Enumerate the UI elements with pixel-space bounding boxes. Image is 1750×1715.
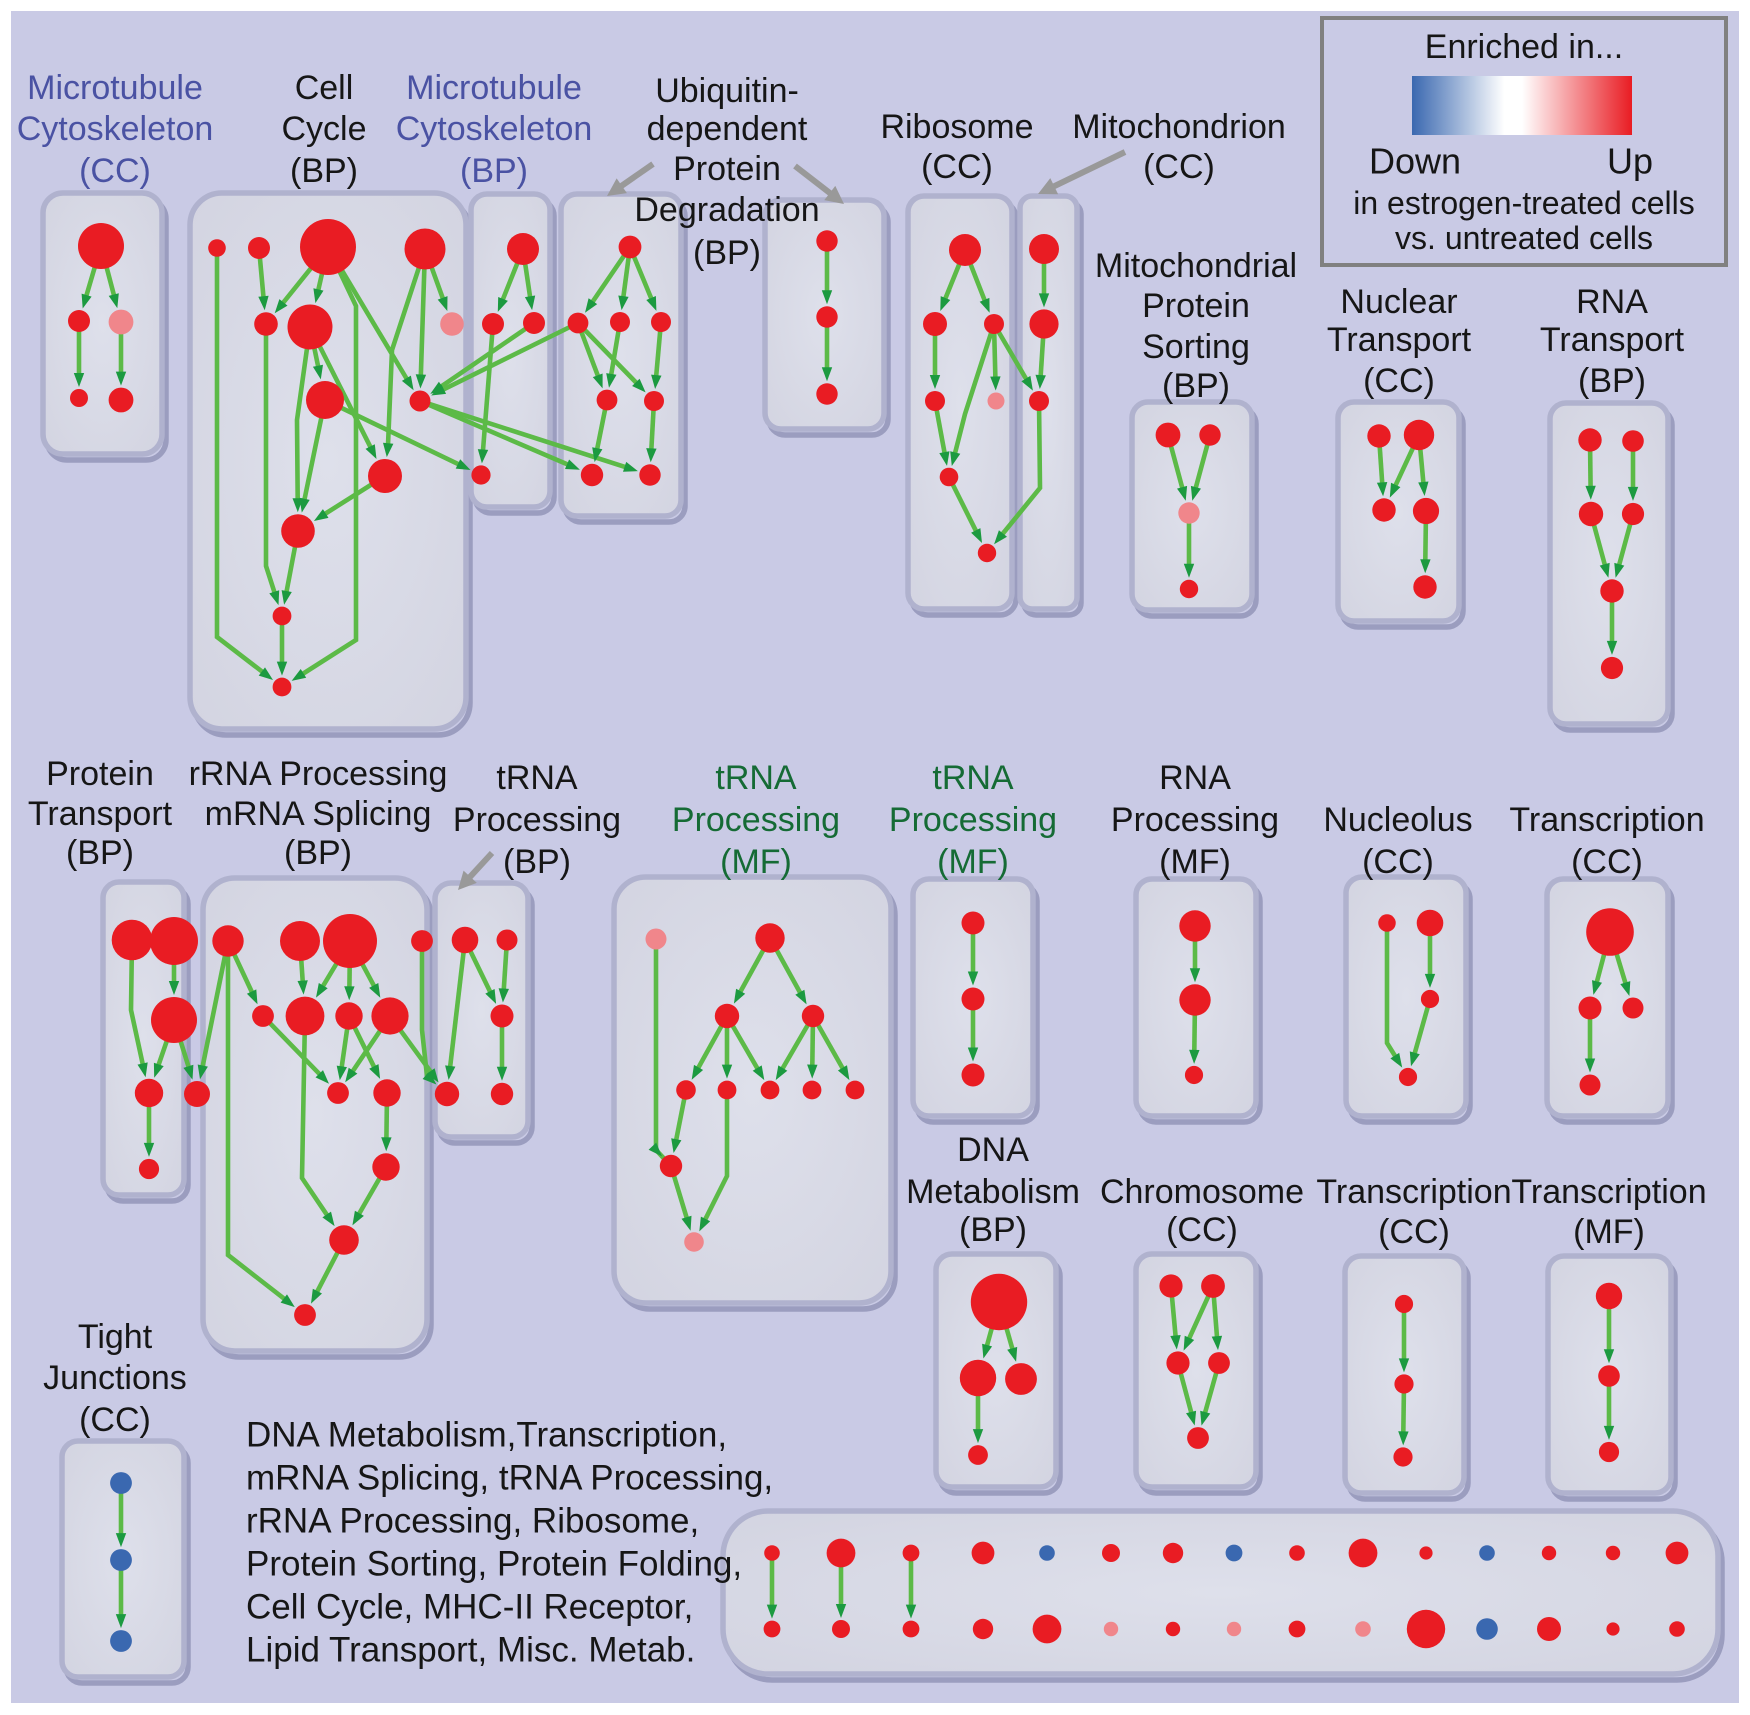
svg-text:rRNA Processing, Ribosome,: rRNA Processing, Ribosome, xyxy=(246,1501,699,1540)
svg-text:Protein: Protein xyxy=(46,755,154,793)
svg-text:mRNA Splicing: mRNA Splicing xyxy=(205,795,432,833)
svg-text:RNA: RNA xyxy=(1159,759,1231,797)
svg-text:Transcription: Transcription xyxy=(1511,1173,1706,1211)
svg-text:(CC): (CC) xyxy=(1571,843,1643,881)
svg-text:Sorting: Sorting xyxy=(1142,328,1250,366)
svg-text:(MF): (MF) xyxy=(937,843,1009,881)
svg-text:(CC): (CC) xyxy=(1363,362,1435,400)
svg-text:tRNA: tRNA xyxy=(496,759,578,797)
svg-text:(CC): (CC) xyxy=(79,1401,151,1439)
svg-text:Transport: Transport xyxy=(1327,321,1472,359)
svg-text:Protein: Protein xyxy=(1142,287,1250,325)
svg-text:Nuclear: Nuclear xyxy=(1340,283,1457,321)
svg-text:Transport: Transport xyxy=(28,795,173,833)
svg-text:(CC): (CC) xyxy=(921,148,993,186)
svg-text:(BP): (BP) xyxy=(284,834,352,872)
svg-text:(CC): (CC) xyxy=(1378,1213,1450,1251)
svg-text:(CC): (CC) xyxy=(1143,148,1215,186)
svg-text:(CC): (CC) xyxy=(79,152,151,190)
svg-text:Cell Cycle, MHC-II Receptor,: Cell Cycle, MHC-II Receptor, xyxy=(246,1587,693,1626)
svg-text:Cytoskeleton: Cytoskeleton xyxy=(17,110,214,148)
svg-text:(BP): (BP) xyxy=(959,1211,1027,1249)
svg-text:tRNA: tRNA xyxy=(932,759,1014,797)
svg-text:(CC): (CC) xyxy=(1166,1211,1238,1249)
svg-text:DNA Metabolism,Transcription,: DNA Metabolism,Transcription, xyxy=(246,1415,727,1454)
svg-text:Chromosome: Chromosome xyxy=(1100,1173,1304,1211)
svg-text:Protein: Protein xyxy=(673,150,781,188)
svg-text:Mitochondrial: Mitochondrial xyxy=(1095,247,1297,285)
svg-text:Microtubule: Microtubule xyxy=(406,69,582,107)
svg-text:(CC): (CC) xyxy=(1362,843,1434,881)
svg-text:Cell: Cell xyxy=(295,69,354,107)
svg-text:Cycle: Cycle xyxy=(281,110,366,148)
svg-text:mRNA Splicing, tRNA Processing: mRNA Splicing, tRNA Processing, xyxy=(246,1458,773,1497)
svg-text:DNA: DNA xyxy=(957,1131,1029,1169)
svg-text:Down: Down xyxy=(1369,141,1461,182)
svg-text:(BP): (BP) xyxy=(460,152,528,190)
svg-text:(MF): (MF) xyxy=(720,843,792,881)
svg-text:vs. untreated cells: vs. untreated cells xyxy=(1395,220,1653,256)
svg-text:Protein Sorting, Protein Foldi: Protein Sorting, Protein Folding, xyxy=(246,1544,742,1583)
svg-text:(BP): (BP) xyxy=(66,834,134,872)
svg-text:Transcription: Transcription xyxy=(1316,1173,1511,1211)
svg-text:Transcription: Transcription xyxy=(1509,801,1704,839)
svg-text:Up: Up xyxy=(1607,141,1653,182)
svg-text:Metabolism: Metabolism xyxy=(906,1173,1080,1211)
svg-text:Transport: Transport xyxy=(1540,321,1685,359)
svg-text:Microtubule: Microtubule xyxy=(27,69,203,107)
svg-text:dependent: dependent xyxy=(647,110,808,148)
svg-text:Degradation: Degradation xyxy=(634,191,819,229)
svg-text:Enriched in...: Enriched in... xyxy=(1425,28,1623,66)
svg-text:Ribosome: Ribosome xyxy=(880,108,1033,146)
svg-text:in estrogen-treated cells: in estrogen-treated cells xyxy=(1353,185,1695,221)
svg-text:rRNA Processing: rRNA Processing xyxy=(189,755,448,793)
svg-text:Ubiquitin-: Ubiquitin- xyxy=(655,72,799,110)
svg-text:(MF): (MF) xyxy=(1573,1213,1645,1251)
svg-text:Processing: Processing xyxy=(889,801,1057,839)
svg-text:Processing: Processing xyxy=(1111,801,1279,839)
svg-text:(BP): (BP) xyxy=(290,152,358,190)
svg-text:(BP): (BP) xyxy=(1162,367,1230,405)
svg-text:RNA: RNA xyxy=(1576,283,1648,321)
svg-text:(BP): (BP) xyxy=(693,234,761,272)
svg-text:Processing: Processing xyxy=(672,801,840,839)
svg-text:Nucleolus: Nucleolus xyxy=(1323,801,1472,839)
svg-text:Lipid Transport, Misc. Metab.: Lipid Transport, Misc. Metab. xyxy=(246,1630,695,1669)
svg-text:Junctions: Junctions xyxy=(43,1359,187,1397)
svg-text:(BP): (BP) xyxy=(503,843,571,881)
svg-text:Tight: Tight xyxy=(78,1318,153,1356)
svg-text:Processing: Processing xyxy=(453,801,621,839)
svg-text:(BP): (BP) xyxy=(1578,362,1646,400)
svg-text:tRNA: tRNA xyxy=(715,759,797,797)
svg-text:Mitochondrion: Mitochondrion xyxy=(1072,108,1286,146)
svg-text:Cytoskeleton: Cytoskeleton xyxy=(396,110,593,148)
svg-text:(MF): (MF) xyxy=(1159,843,1231,881)
